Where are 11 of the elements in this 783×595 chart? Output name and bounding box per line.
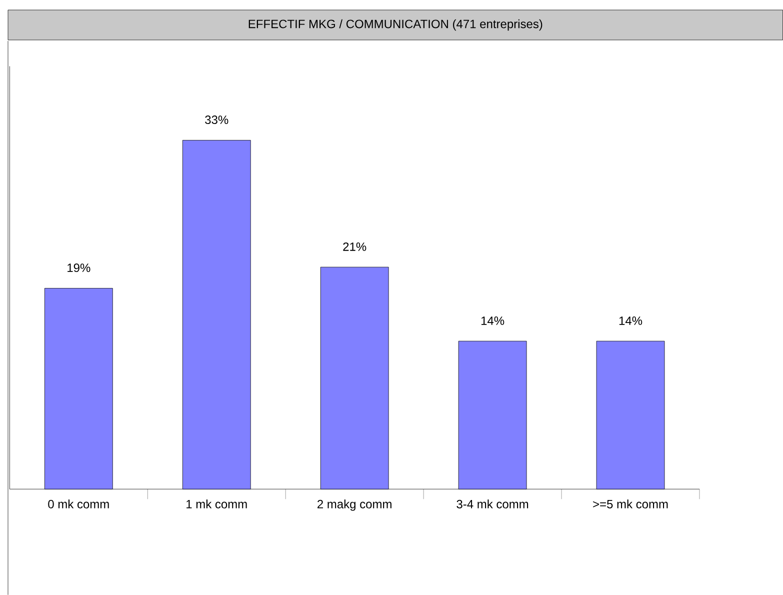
x-tick-label: 0 mk comm [48,500,109,508]
chart-title: EFFECTIF MKG / COMMUNICATION (471 entreprises) [248,19,542,31]
data-label: 19% [68,264,90,272]
data-label: 33% [205,116,228,124]
data-label: 21% [343,242,366,251]
x-tick-label: 2 makg comm [318,500,392,511]
data-label: 14% [481,316,504,325]
data-label: 14% [619,316,642,325]
x-tick-label: 1 mk comm [186,500,247,508]
x-tick-label: 3-4 mk comm [456,500,528,508]
x-tick-label: >=5 mk comm [593,500,668,508]
